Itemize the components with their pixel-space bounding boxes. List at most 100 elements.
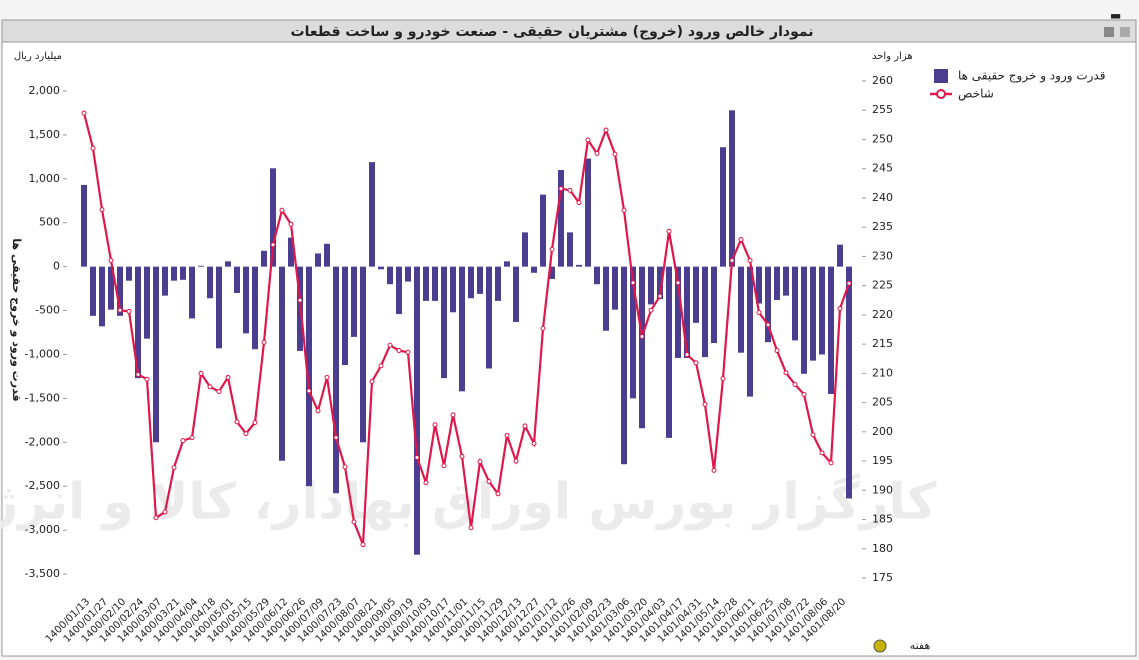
line-point	[630, 280, 636, 286]
line-point	[153, 515, 159, 521]
bar	[486, 266, 492, 369]
bar	[612, 266, 618, 310]
line-point	[99, 207, 105, 213]
refresh-icon[interactable]	[873, 639, 887, 653]
line-point	[576, 200, 582, 206]
line-point	[495, 491, 501, 497]
line-point	[225, 374, 231, 380]
bar	[108, 266, 114, 310]
bar	[198, 265, 204, 267]
line-point	[828, 460, 834, 466]
bar	[756, 266, 762, 304]
line-point	[252, 419, 258, 425]
bar	[333, 266, 339, 494]
line-point	[774, 348, 780, 354]
y2-tick-label: 230	[872, 249, 893, 262]
bar	[162, 266, 168, 296]
line-point	[405, 349, 411, 355]
line-point	[342, 464, 348, 470]
line-point	[729, 258, 735, 264]
bar	[180, 266, 186, 280]
bar	[738, 266, 744, 353]
bar	[837, 244, 843, 267]
y-tick-label: -3,000	[25, 523, 60, 536]
line-point	[297, 297, 303, 303]
line-point	[720, 376, 726, 382]
line-point	[117, 307, 123, 313]
panel	[1, 19, 1137, 657]
line-point	[558, 186, 564, 192]
line-point	[90, 145, 96, 151]
bar	[81, 184, 87, 267]
line-point	[135, 372, 141, 378]
y-tick-label: 500	[39, 216, 60, 229]
print-icon[interactable]	[1104, 27, 1114, 37]
bar	[396, 266, 402, 315]
line-point	[540, 325, 546, 331]
bar	[477, 266, 483, 294]
y2-tick-label: 205	[872, 396, 893, 409]
line-point	[162, 509, 168, 515]
bar	[657, 266, 663, 300]
line-point	[414, 455, 420, 461]
y2-tick-label: 235	[872, 220, 893, 233]
bar	[594, 266, 600, 285]
bar	[207, 266, 213, 299]
bar	[117, 266, 123, 316]
y2-tick-label: 260	[872, 74, 893, 87]
line-point	[324, 374, 330, 380]
bar	[567, 232, 573, 267]
line-point	[639, 334, 645, 340]
line-point	[387, 342, 393, 348]
legend-swatch	[936, 89, 946, 99]
line-point	[468, 525, 474, 531]
minimize[interactable]: ▬	[1110, 9, 1121, 23]
title-bar	[1, 19, 1137, 43]
line-point	[711, 467, 717, 473]
bar	[342, 266, 348, 365]
bar	[450, 266, 456, 313]
bar	[513, 266, 519, 322]
line-point	[585, 137, 591, 143]
bar	[522, 232, 528, 267]
bar	[648, 266, 654, 305]
legend-swatch	[934, 69, 948, 83]
bar	[126, 266, 132, 281]
bar	[639, 266, 645, 429]
bar	[441, 266, 447, 379]
bar	[378, 266, 384, 270]
line-point	[549, 246, 555, 252]
bar	[828, 266, 834, 394]
bar	[387, 266, 393, 285]
bar	[279, 266, 285, 461]
bar	[468, 266, 474, 299]
bar	[423, 266, 429, 301]
line-point	[279, 207, 285, 213]
bar	[288, 237, 294, 267]
y-tick-label: 1,500	[29, 128, 61, 141]
y-unit: میلیارد ریال	[14, 51, 62, 62]
line-point	[648, 307, 654, 313]
line-point	[351, 519, 357, 525]
line-point	[270, 242, 276, 248]
line-point	[675, 280, 681, 286]
line-point	[423, 480, 429, 486]
line-point	[378, 363, 384, 369]
legend-label: شاخص	[958, 87, 994, 102]
y2-tick-label: 255	[872, 103, 893, 116]
y-tick-label: 2,000	[29, 84, 61, 97]
bar	[747, 266, 753, 397]
line-point	[360, 542, 366, 548]
line-point	[783, 370, 789, 376]
line-point	[81, 110, 87, 116]
bar	[135, 266, 141, 379]
y2-tick-label: 210	[872, 366, 893, 379]
line-point	[108, 258, 114, 264]
bar	[630, 266, 636, 399]
bar	[315, 253, 321, 267]
export-icon[interactable]	[1120, 27, 1130, 37]
bar	[549, 266, 555, 279]
y2-tick-label: 245	[872, 162, 893, 175]
y2-tick-label: 200	[872, 425, 893, 438]
